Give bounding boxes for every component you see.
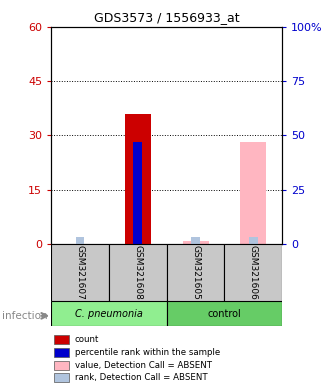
Text: GSM321607: GSM321607 [76,245,84,300]
Bar [224,244,282,301]
Bar [167,301,282,326]
Bar [54,361,69,369]
Bar [51,244,109,301]
Text: C. pneumonia: C. pneumonia [75,309,143,319]
Text: GSM321606: GSM321606 [249,245,258,300]
Bar [182,241,209,244]
Text: percentile rank within the sample: percentile rank within the sample [75,348,220,357]
Bar [54,335,69,344]
Text: GSM321605: GSM321605 [191,245,200,300]
Bar [191,237,200,244]
Text: GSM321608: GSM321608 [133,245,142,300]
Bar [54,373,69,382]
Bar [133,142,142,244]
Text: value, Detection Call = ABSENT: value, Detection Call = ABSENT [75,361,212,369]
Text: rank, Detection Call = ABSENT: rank, Detection Call = ABSENT [75,373,208,382]
Text: infection: infection [2,311,47,321]
Bar [240,142,266,244]
Bar [125,114,151,244]
Bar [167,244,224,301]
Bar [76,237,84,244]
Bar [54,348,69,357]
Bar [51,301,167,326]
Text: control: control [208,309,241,319]
Bar [109,244,167,301]
Title: GDS3573 / 1556933_at: GDS3573 / 1556933_at [94,11,240,24]
Bar [249,237,258,244]
Text: count: count [75,335,99,344]
